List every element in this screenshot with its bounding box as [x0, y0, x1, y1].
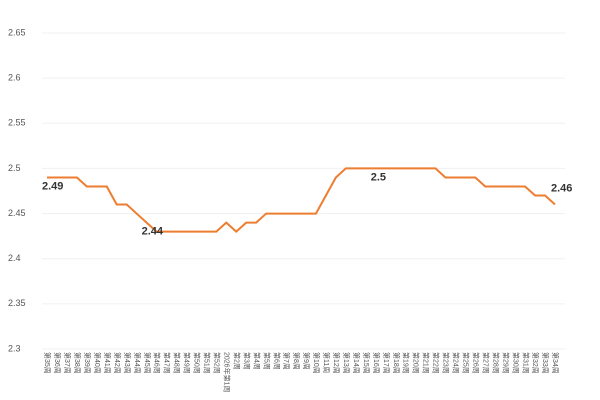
x-tick-label: 第45周: [143, 352, 152, 374]
x-tick-label: 第21周: [422, 352, 431, 374]
y-tick-label: 2.3: [8, 343, 21, 353]
x-tick-label: 第13周: [342, 352, 351, 374]
x-tick-label: 2026年第1周: [222, 352, 231, 392]
x-tick-label: 第33周: [541, 352, 550, 374]
x-tick-label: 第10周: [312, 352, 321, 374]
x-tick-label: 第7周: [282, 352, 291, 370]
x-tick-label: 第39周: [83, 352, 92, 374]
y-tick-label: 2.55: [8, 118, 26, 128]
x-tick-label: 第27周: [481, 352, 490, 374]
x-tick-label: 第14周: [352, 352, 361, 374]
x-tick-label: 第19周: [402, 352, 411, 374]
x-tick-label: 第9周: [302, 352, 311, 370]
x-tick-label: 第48周: [173, 352, 182, 374]
x-tick-label: 第42周: [113, 352, 122, 374]
y-tick-label: 2.35: [8, 298, 26, 308]
line: [47, 167, 556, 233]
x-tick-label: 第16周: [372, 352, 381, 374]
y-tick-label: 2.6: [8, 73, 21, 83]
x-tick-label: 第47周: [163, 352, 172, 374]
data-label: 2.44: [142, 226, 164, 238]
x-tick-label: 第36周: [53, 352, 62, 374]
y-tick-label: 2.45: [8, 208, 26, 218]
y-tick-label: 2.4: [8, 253, 21, 263]
x-tick-label: 第40周: [93, 352, 102, 374]
x-tick-label: 第8周: [292, 352, 301, 370]
x-tick-label: 第50周: [193, 352, 202, 374]
x-tick-label: 第4周: [252, 352, 261, 370]
y-tick-label: 2.5: [8, 163, 21, 173]
x-tick-label: 第12周: [332, 352, 341, 374]
x-tick-label: 第2周: [232, 352, 241, 370]
x-tick-label: 第37周: [63, 352, 72, 374]
x-tick-label: 第49周: [183, 352, 192, 374]
x-tick-label: 第25周: [462, 352, 471, 374]
x-tick-label: 第3周: [242, 352, 251, 370]
x-tick-label: 第51周: [203, 352, 212, 374]
x-tick-label: 第28周: [491, 352, 500, 374]
x-tick-label: 第38周: [73, 352, 82, 374]
data-label: 2.5: [371, 171, 386, 183]
data-label: 2.49: [42, 180, 63, 192]
x-tick-label: 第15周: [362, 352, 371, 374]
y-tick-label: 2.65: [8, 27, 26, 37]
data-label: 2.46: [551, 182, 572, 194]
x-tick-label: 第30周: [511, 352, 520, 374]
x-tick-label: 第29周: [501, 352, 510, 374]
x-tick-label: 第41周: [103, 352, 112, 374]
x-tick-label: 第6周: [272, 352, 281, 370]
x-tick-label: 第34周: [551, 352, 560, 374]
x-tick-label: 第32周: [531, 352, 540, 374]
x-tick-label: 第20周: [412, 352, 421, 374]
x-tick-label: 第26周: [471, 352, 480, 374]
x-tick-label: 第23周: [442, 352, 451, 374]
x-tick-label: 第35周: [43, 352, 52, 374]
x-tick-label: 第17周: [382, 352, 391, 374]
x-tick-label: 第43周: [123, 352, 132, 374]
x-tick-label: 第46周: [153, 352, 162, 374]
x-tick-label: 第31周: [521, 352, 530, 374]
x-tick-label: 第18周: [392, 352, 401, 374]
x-tick-label: 第24周: [452, 352, 461, 374]
x-tick-label: 第52周: [212, 352, 221, 374]
x-tick-label: 第5周: [262, 352, 271, 370]
x-tick-label: 第44周: [133, 352, 142, 374]
x-tick-label: 第11周: [322, 352, 331, 373]
x-tick-label: 第22周: [432, 352, 441, 374]
